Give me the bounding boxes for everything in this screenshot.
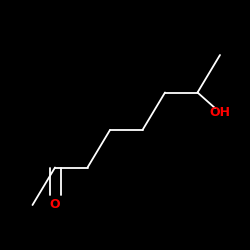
Text: O: O xyxy=(50,198,60,211)
Text: OH: OH xyxy=(210,106,231,119)
